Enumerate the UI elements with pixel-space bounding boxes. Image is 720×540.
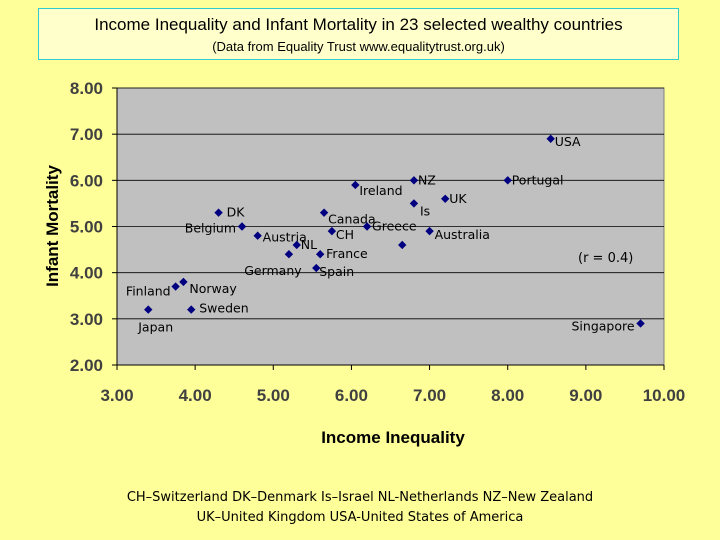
y-tick-label: 4.00	[70, 264, 103, 283]
x-tick-labels: 3.00 4.00 5.00 6.00 7.00 8.00 9.00 10.00	[100, 365, 685, 405]
data-point-label: Norway	[189, 281, 237, 296]
data-point-label: Greece	[372, 219, 417, 234]
data-point-label: NL	[301, 237, 317, 252]
y-tick-label: 7.00	[70, 125, 103, 144]
data-point-label: CH	[336, 227, 354, 242]
data-point-label: DK	[227, 205, 246, 220]
x-tick-label: 4.00	[179, 386, 212, 405]
x-tick-label: 8.00	[491, 386, 524, 405]
y-tick-label: 2.00	[70, 356, 103, 375]
correlation-annotation: (r = 0.4)	[578, 251, 633, 266]
data-point-label: NZ	[418, 172, 436, 187]
data-point-label: France	[326, 246, 368, 261]
scatter-chart: 3.00 4.00 5.00 6.00 7.00 8.00 9.00 10.00 2.003.…	[0, 0, 720, 470]
data-point-label: Germany	[244, 263, 302, 278]
data-point-label: Japan	[137, 320, 173, 335]
y-tick-labels: 2.00 3.00 4.00 5.00 6.00 7.00 8.00	[70, 79, 117, 375]
x-tick-label: 6.00	[335, 386, 368, 405]
data-point-label: Spain	[319, 264, 354, 279]
footnote-line-1: CH–Switzerland DK–Denmark Is–Israel NL-N…	[0, 490, 720, 505]
x-tick-label: 9.00	[569, 386, 602, 405]
y-axis-label: Infant Mortality	[43, 165, 62, 287]
footnote-line-2: UK–United Kingdom USA-United States of A…	[0, 510, 720, 525]
y-tick-label: 5.00	[70, 218, 103, 237]
data-point-label: Australia	[435, 227, 490, 242]
x-axis-label: Income Inequality	[321, 428, 465, 447]
y-tick-label: 8.00	[70, 79, 103, 98]
y-tick-label: 3.00	[70, 310, 103, 329]
data-point-label: USA	[555, 134, 581, 149]
data-point-label: Is	[420, 203, 430, 218]
data-point-label: Sweden	[199, 301, 248, 316]
data-point-label: Finland	[126, 284, 171, 299]
x-tick-label: 5.00	[257, 386, 290, 405]
x-tick-label: 7.00	[413, 386, 446, 405]
data-point-label: Ireland	[359, 183, 402, 198]
x-tick-label: 10.00	[643, 386, 686, 405]
data-point-label: UK	[449, 191, 467, 206]
y-tick-label: 6.00	[70, 171, 103, 190]
data-point-label: Singapore	[571, 318, 634, 333]
data-point-label: Belgium	[185, 221, 236, 236]
data-point-label: Portugal	[512, 172, 564, 187]
x-tick-label: 3.00	[100, 386, 133, 405]
